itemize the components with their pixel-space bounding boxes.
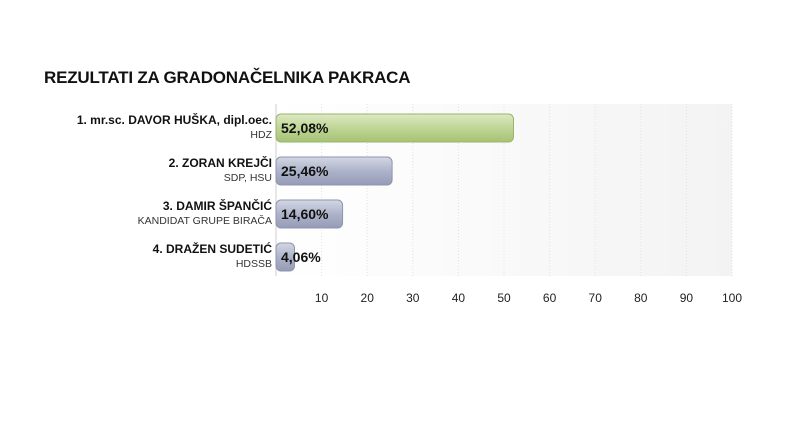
- candidate-party: HDZ: [250, 129, 272, 141]
- x-tick-label: 10: [315, 291, 329, 305]
- x-tick-label: 100: [722, 291, 742, 305]
- x-tick-label: 90: [680, 291, 694, 305]
- candidate-label-4: 4. DRAŽEN SUDETIĆ HDSSB: [153, 242, 272, 271]
- bar-1: [275, 113, 514, 143]
- x-tick-label: 70: [589, 291, 603, 305]
- bar-value-label-2: 25,46%: [281, 163, 329, 179]
- candidate-name: 2. ZORAN KREJČI: [168, 156, 272, 170]
- chart-title: REZULTATI ZA GRADONAČELNIKA PAKRACA: [44, 68, 411, 87]
- x-tick-label: 40: [452, 291, 466, 305]
- candidate-name: 1. mr.sc. DAVOR HUŠKA, dipl.oec.: [76, 113, 272, 127]
- candidate-label-1: 1. mr.sc. DAVOR HUŠKA, dipl.oec. HDZ: [77, 113, 272, 142]
- x-tick-label: 60: [543, 291, 557, 305]
- candidate-name: 4. DRAŽEN SUDETIĆ: [152, 242, 272, 256]
- x-tick-label: 30: [406, 291, 420, 305]
- bar-2: [275, 156, 393, 186]
- bar-value-label-3: 14,60%: [281, 206, 329, 222]
- bar-value-label-4: 4,06%: [281, 249, 321, 265]
- x-tick-label: 80: [634, 291, 648, 305]
- x-tick-label: 20: [361, 291, 375, 305]
- candidate-party: HDSSB: [235, 258, 272, 270]
- bar-4: [275, 242, 296, 272]
- x-tick-label: 50: [497, 291, 511, 305]
- candidate-label-2: 2. ZORAN KREJČI SDP, HSU: [169, 156, 272, 185]
- bar-3: [275, 199, 344, 229]
- candidate-label-3: 3. DAMIR ŠPANČIĆ KANDIDAT GRUPE BIRAČA: [138, 199, 272, 228]
- candidate-party: SDP, HSU: [223, 172, 272, 184]
- bar-value-label-1: 52,08%: [281, 120, 329, 136]
- candidate-name: 3. DAMIR ŠPANČIĆ: [162, 199, 272, 213]
- candidate-party: KANDIDAT GRUPE BIRAČA: [137, 215, 272, 227]
